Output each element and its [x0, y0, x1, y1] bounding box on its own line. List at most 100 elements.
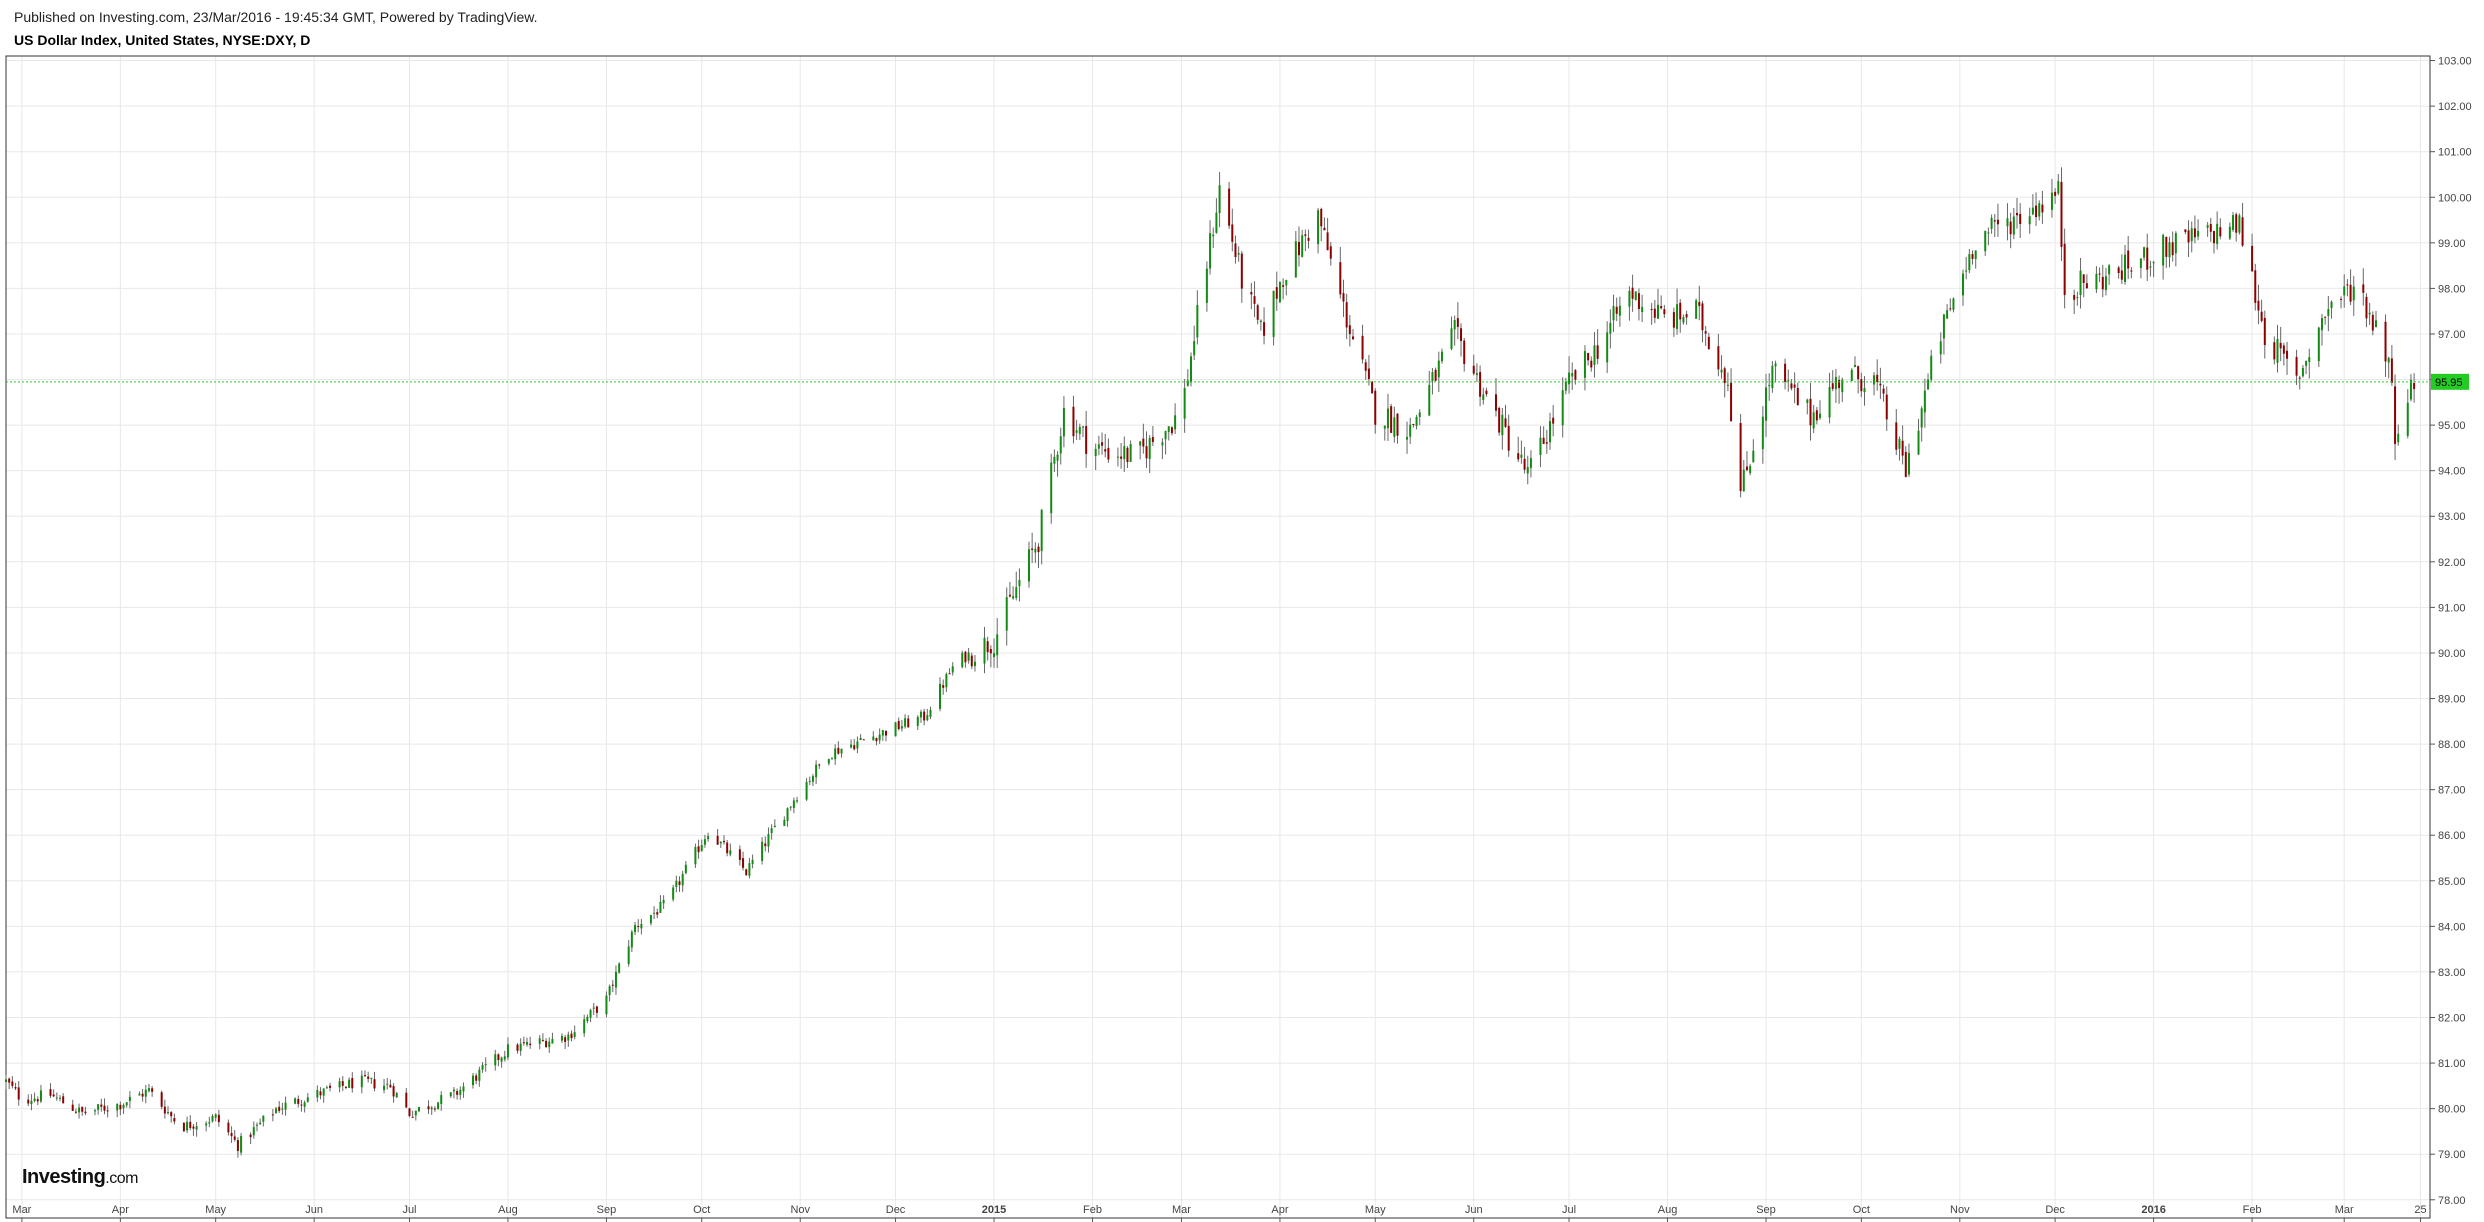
candle-up [2190, 228, 2193, 242]
candle-up [1952, 298, 1955, 310]
candle-down [853, 745, 856, 750]
candle-up [1501, 414, 1504, 436]
candle-up [322, 1088, 325, 1096]
candle-up [1209, 233, 1212, 269]
candle-down [2009, 221, 2012, 235]
candle-down [1037, 546, 1040, 553]
candle-down [170, 1112, 173, 1117]
candle-down [1479, 372, 1482, 397]
x-tick-label: Jul [1562, 1204, 1576, 1216]
x-tick-label: Sep [597, 1204, 617, 1216]
x-tick-label: Jul [402, 1204, 416, 1216]
candle-up [900, 726, 903, 729]
candle-down [2251, 245, 2254, 272]
candle-down [1784, 363, 1787, 382]
candle-up [430, 1107, 433, 1110]
candle-up [548, 1041, 551, 1048]
candle-up [1053, 456, 1056, 464]
candle-up [2050, 192, 2053, 210]
candle-down [1596, 345, 1599, 359]
candle-up [1196, 304, 1199, 338]
candle-down [81, 1106, 84, 1112]
candle-down [1653, 308, 1656, 318]
candle-down [1504, 418, 1507, 427]
candle-up [494, 1054, 497, 1066]
candle-up [2216, 223, 2219, 244]
candle-down [2390, 358, 2393, 383]
candle-up [186, 1121, 189, 1131]
candle-down [100, 1104, 103, 1107]
candle-up [252, 1127, 255, 1136]
candle-down [1831, 383, 1834, 389]
candle-down [351, 1077, 354, 1089]
candle-up [808, 780, 811, 782]
candle-down [1085, 425, 1088, 454]
candle-up [2168, 242, 2171, 258]
candle-up [1186, 380, 1189, 386]
candle-down [1329, 246, 1332, 259]
candle-up [205, 1123, 208, 1126]
candle-down [1434, 369, 1437, 381]
candle-down [1517, 453, 1520, 460]
candle-up [2368, 312, 2371, 315]
candle-up [259, 1122, 262, 1125]
candle-up [2038, 203, 2041, 217]
candle-up [1564, 381, 1567, 391]
candle-up [2374, 320, 2377, 328]
candle-up [1406, 437, 1409, 440]
candle-down [1367, 368, 1370, 380]
y-tick-label: 84.00 [2438, 921, 2466, 933]
candle-down [948, 673, 951, 675]
candle-up [834, 748, 837, 760]
candle-up [370, 1077, 373, 1080]
candle-down [11, 1081, 14, 1086]
candle-up [993, 653, 996, 658]
candle-down [363, 1075, 366, 1077]
candle-up [850, 744, 853, 748]
candle-up [2352, 286, 2355, 301]
candle-down [1142, 438, 1145, 447]
candle-up [751, 859, 754, 864]
candle-down [74, 1111, 77, 1113]
candle-up [770, 828, 773, 834]
x-axis: Mar Apr May Jun Jul Aug Sep Oct Nov Dec 2015 Feb Mar… [12, 1204, 2427, 1222]
candle-up [567, 1034, 570, 1041]
candle-up [255, 1124, 258, 1126]
candle-down [716, 835, 719, 845]
candle-up [1301, 235, 1304, 257]
candle-down [341, 1081, 344, 1086]
candle-up [1034, 548, 1037, 553]
candle-up [789, 806, 792, 808]
candle-up [2320, 318, 2323, 331]
y-tick-label: 81.00 [2438, 1058, 2466, 1070]
candle-down [2035, 205, 2038, 218]
candle-down [1685, 314, 1688, 318]
candle-down [1904, 451, 1907, 477]
candle-up [1946, 310, 1949, 319]
candle-down [2394, 386, 2397, 444]
candle-down [2120, 270, 2123, 280]
candle-up [1898, 438, 1901, 449]
candle-up [627, 946, 630, 965]
candle-down [2257, 300, 2260, 311]
candle-up [1568, 372, 1571, 385]
candle-down [570, 1033, 573, 1039]
investing-logo[interactable]: Investing.com [22, 1166, 138, 1188]
candle-up [1628, 290, 1631, 307]
candle-up [703, 839, 706, 845]
candle-down [1275, 287, 1278, 299]
candle-up [2232, 215, 2235, 230]
candle-down [1809, 398, 1812, 426]
candle-up [2228, 226, 2231, 239]
candle-up [30, 1100, 33, 1104]
candle-up [878, 734, 881, 741]
candle-down [36, 1099, 39, 1102]
candle-down [1145, 446, 1148, 459]
candle-up [1062, 407, 1065, 437]
candle-up [560, 1035, 563, 1041]
chart-grid [6, 56, 2430, 1218]
candle-up [2012, 216, 2015, 235]
candle-up [831, 757, 834, 759]
candle-down [1707, 336, 1710, 349]
